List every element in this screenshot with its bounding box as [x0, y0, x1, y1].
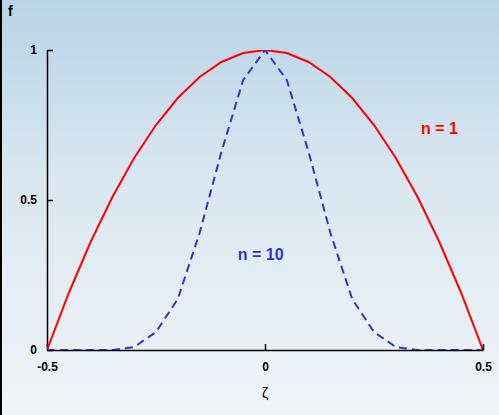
y-axis-title: f: [8, 3, 13, 19]
tick: 0: [262, 344, 269, 374]
tick: 0.5: [20, 193, 53, 207]
plot: -0.500.500.51n = 1n = 10: [20, 43, 492, 373]
tick-label: 0: [30, 343, 37, 357]
border: [0, 0, 2, 415]
x-axis: -0.5 0 0.5: [37, 344, 492, 374]
tick: 1: [30, 43, 53, 57]
lines: [47, 50, 483, 350]
tick-label: 0.5: [475, 360, 492, 374]
x-axis-title: ζ: [262, 385, 268, 401]
tick-label: 0: [262, 360, 269, 374]
chart: -0.500.500.51n = 1n = 10fζ: [0, 0, 499, 415]
series-line: [47, 50, 483, 350]
tick-label: 0.5: [20, 193, 37, 207]
series-line: [47, 50, 483, 350]
series-label: n = 1: [421, 120, 458, 137]
tick: 0.5: [475, 344, 492, 374]
tick-mark: [265, 344, 267, 350]
tick-label: 1: [30, 43, 37, 57]
tick-mark: [47, 200, 53, 202]
series-label: n = 10: [238, 246, 284, 263]
tick-mark: [47, 50, 53, 52]
y-axis: 00.51: [20, 43, 53, 357]
background: [0, 0, 499, 415]
tick-label: -0.5: [37, 360, 58, 374]
